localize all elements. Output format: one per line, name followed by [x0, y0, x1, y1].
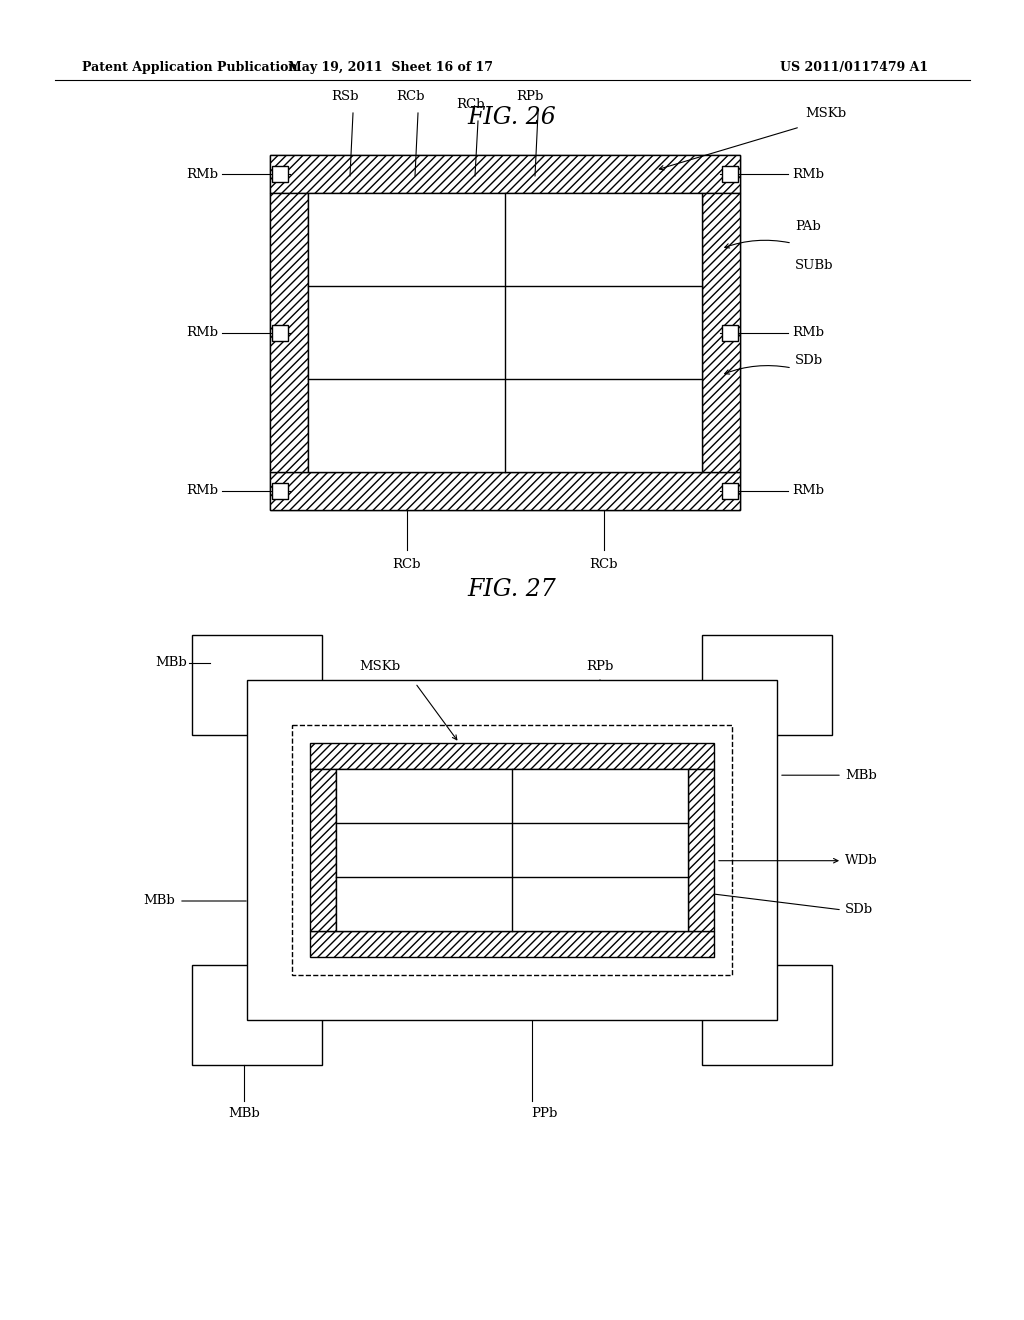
- Bar: [310, 743, 714, 770]
- Bar: [292, 725, 732, 975]
- Text: MBb: MBb: [228, 1107, 260, 1119]
- Text: RSb: RSb: [331, 90, 358, 103]
- Bar: [272, 325, 288, 341]
- Text: MBb: MBb: [845, 768, 877, 781]
- Bar: [310, 770, 336, 931]
- Text: US 2011/0117479 A1: US 2011/0117479 A1: [780, 62, 928, 74]
- Bar: [308, 193, 702, 473]
- Bar: [270, 154, 740, 193]
- Bar: [272, 166, 288, 182]
- Bar: [688, 770, 714, 931]
- Text: SDb: SDb: [845, 903, 873, 916]
- Text: PAb: PAb: [795, 220, 821, 232]
- Bar: [270, 154, 740, 510]
- Text: RMb: RMb: [186, 168, 218, 181]
- Text: RPb: RPb: [587, 660, 613, 673]
- Text: FIG. 26: FIG. 26: [468, 107, 556, 129]
- Text: SUBb: SUBb: [795, 259, 834, 272]
- Bar: [722, 166, 738, 182]
- Bar: [702, 965, 831, 1065]
- Bar: [702, 193, 740, 473]
- Bar: [310, 931, 714, 957]
- Text: RMb: RMb: [792, 484, 824, 498]
- Text: RMb: RMb: [792, 168, 824, 181]
- Bar: [270, 473, 740, 510]
- Text: RCb: RCb: [589, 558, 617, 572]
- Text: MSKb: MSKb: [805, 107, 846, 120]
- Text: MBb: MBb: [143, 895, 175, 908]
- Bar: [336, 770, 688, 931]
- Text: SDb: SDb: [795, 354, 823, 367]
- Bar: [722, 325, 738, 341]
- Bar: [247, 680, 777, 1020]
- Text: MBb: MBb: [156, 656, 187, 669]
- Text: FIG. 27: FIG. 27: [468, 578, 556, 602]
- Text: PPb: PPb: [531, 1107, 557, 1119]
- Text: RCb: RCb: [395, 90, 424, 103]
- Text: Patent Application Publication: Patent Application Publication: [82, 62, 298, 74]
- Bar: [193, 965, 322, 1065]
- Bar: [272, 483, 288, 499]
- Text: RCb: RCb: [456, 98, 484, 111]
- Bar: [722, 483, 738, 499]
- Text: RMb: RMb: [186, 326, 218, 339]
- Bar: [702, 635, 831, 735]
- Text: WDb: WDb: [845, 854, 878, 867]
- Text: May 19, 2011  Sheet 16 of 17: May 19, 2011 Sheet 16 of 17: [288, 62, 493, 74]
- Text: RCb: RCb: [392, 558, 421, 572]
- Bar: [270, 193, 308, 473]
- Text: RMb: RMb: [186, 484, 218, 498]
- Text: MSKb: MSKb: [359, 660, 400, 673]
- Text: RMb: RMb: [792, 326, 824, 339]
- Text: RPb: RPb: [516, 90, 544, 103]
- Bar: [193, 635, 322, 735]
